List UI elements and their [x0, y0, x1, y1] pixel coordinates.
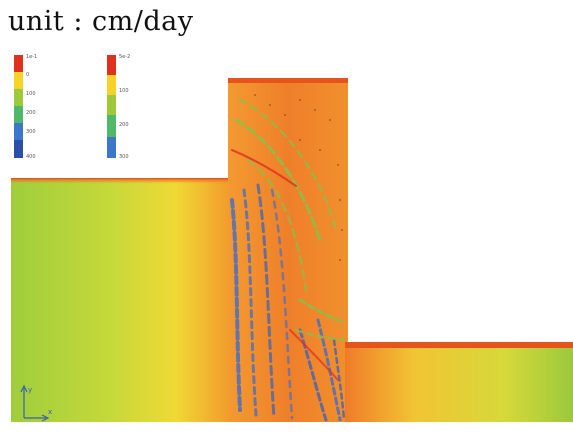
- legend-left: 1e-1 0 100 200 300 400: [14, 54, 37, 160]
- legend-right-tick-4: 300: [119, 154, 129, 160]
- legend-right-bar-3: [107, 115, 116, 137]
- legend-right-tick-0: 5e-2: [119, 54, 130, 60]
- legend-left-bar-4: [14, 123, 23, 140]
- left-top-edge: [11, 178, 231, 184]
- legend-right-bar-0: [107, 55, 116, 75]
- legend-left-tick-3: 200: [26, 110, 36, 116]
- legend-left-tick-2: 100: [26, 91, 36, 97]
- right-top-edge: [345, 342, 573, 348]
- legend-right-bar-2: [107, 95, 116, 115]
- legend-right-bar-1: [107, 75, 116, 95]
- legend-left-tick-1: 0: [26, 72, 29, 78]
- velocity-arrows: [254, 94, 343, 261]
- legend-left-bar-0: [14, 55, 23, 72]
- axis-triad: [20, 384, 50, 422]
- legend-right-tick-2: 100: [119, 88, 129, 94]
- green-streaks: [234, 98, 346, 342]
- red-streaks: [230, 148, 339, 381]
- legend-left-bar-5: [14, 140, 23, 158]
- legend-left-bar-1: [14, 72, 23, 89]
- column-top-edge: [228, 78, 348, 83]
- legend-right-bar-4: [107, 137, 116, 158]
- blue-streaks: [230, 183, 346, 422]
- legend-right: 5e-2 100 200 300: [107, 54, 130, 160]
- axis-x-label: x: [48, 408, 52, 416]
- legend-right-tick-3: 200: [119, 122, 129, 128]
- unit-title: unit : cm/day: [8, 6, 194, 37]
- legend-left-tick-0: 1e-1: [26, 54, 37, 60]
- right-domain: [345, 342, 573, 422]
- axis-y-label: y: [28, 386, 32, 394]
- legend-left-tick-4: 300: [26, 129, 36, 135]
- legend-left-tick-5: 400: [26, 154, 36, 160]
- legend-left-bar-3: [14, 106, 23, 123]
- legend-left-bar-2: [14, 89, 23, 106]
- left-domain: [11, 178, 231, 422]
